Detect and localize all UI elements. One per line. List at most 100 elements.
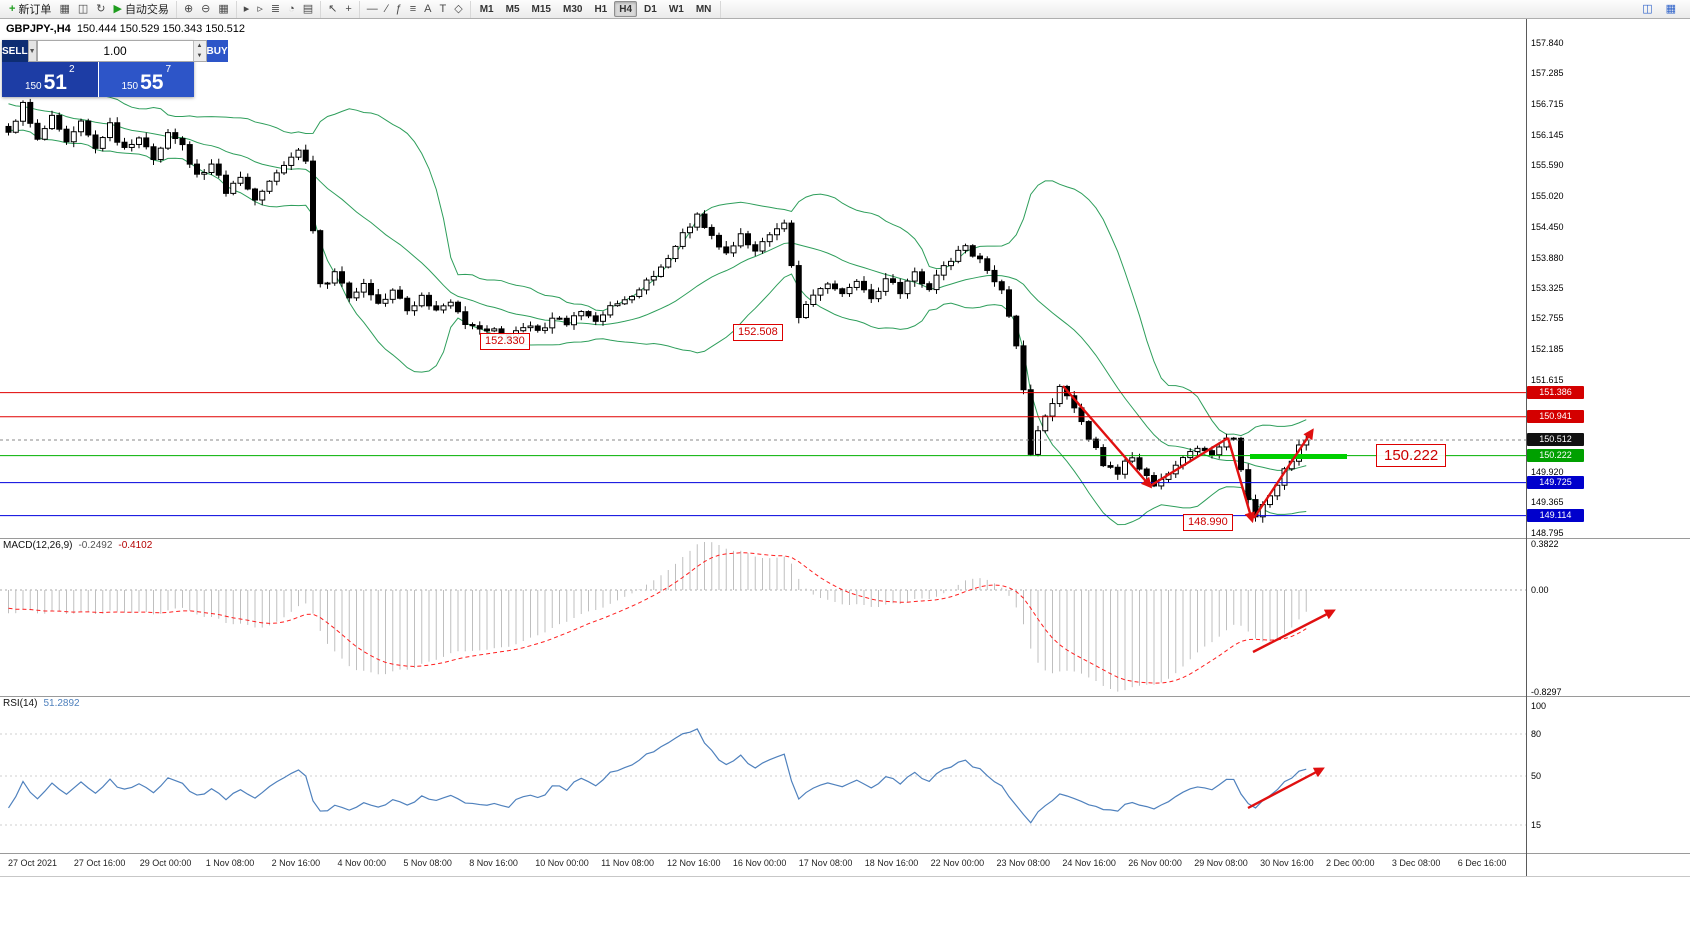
zoom-in-icon[interactable]: ⊕	[180, 1, 197, 17]
price-axis-tick[interactable]: 154.450	[1531, 221, 1564, 232]
price-chart[interactable]	[0, 0, 1690, 876]
macd-indicator-label: MACD(12,26,9) -0.2492 -0.4102	[3, 540, 152, 551]
time-axis-label[interactable]: 6 Dec 16:00	[1457, 858, 1507, 868]
timeframe-m15[interactable]: M15	[531, 4, 551, 15]
text-icon[interactable]: A	[420, 1, 435, 17]
price-axis-separator[interactable]	[1526, 19, 1527, 876]
time-axis-label[interactable]: 22 Nov 00:00	[930, 858, 985, 868]
autotrading-button[interactable]: ▶ 自动交易	[109, 1, 172, 17]
templates-icon[interactable]: ▤	[299, 1, 317, 17]
macd-axis-tick: -0.8297	[1531, 687, 1562, 697]
price-axis-tick[interactable]: 151.615	[1531, 375, 1564, 386]
time-axis-label[interactable]: 23 Nov 08:00	[996, 858, 1051, 868]
price-axis-tick[interactable]: 153.325	[1531, 282, 1564, 293]
price-annotation[interactable]: 150.222	[1376, 444, 1447, 467]
time-axis-label[interactable]: 18 Nov 16:00	[864, 858, 919, 868]
timeframe-w1[interactable]: W1	[668, 4, 684, 15]
price-axis-tick[interactable]: 157.840	[1531, 38, 1564, 48]
timeframe-m5[interactable]: M5	[505, 4, 520, 15]
one-click-trading-panel: SELL ▼ ▲ ▼ BUY 150 51 2 150 55 7	[2, 40, 228, 97]
rsi-name: RSI(14)	[3, 698, 38, 709]
time-axis-label[interactable]: 8 Nov 16:00	[469, 858, 518, 868]
indicators-list-icon[interactable]: ≣	[267, 1, 284, 17]
sell-options-caret-icon[interactable]: ▼	[27, 40, 37, 62]
zoom-out-icon[interactable]: ⊖	[197, 1, 214, 17]
time-axis-label[interactable]: 24 Nov 16:00	[1062, 858, 1116, 868]
price-annotation[interactable]: 152.330	[480, 333, 530, 350]
price-annotation[interactable]: 152.508	[733, 324, 783, 341]
time-axis-label[interactable]: 27 Oct 2021	[8, 858, 58, 868]
horizontal-line-icon[interactable]: —	[363, 1, 382, 17]
price-axis-tick[interactable]: 149.920	[1531, 467, 1564, 478]
price-axis-tick[interactable]: 152.185	[1531, 344, 1564, 355]
timeframe-h4[interactable]: H4	[614, 1, 638, 17]
sell-button[interactable]: SELL	[2, 40, 28, 62]
label-icon[interactable]: T	[436, 1, 451, 17]
trade-widget-controls: SELL ▼ ▲ ▼ BUY	[2, 40, 228, 62]
rsi-panel-separator[interactable]	[0, 696, 1690, 697]
channel-icon-icon: ≡	[409, 3, 417, 15]
autotrading-button-label: 自动交易	[124, 4, 169, 16]
time-axis-label[interactable]: 16 Nov 00:00	[732, 858, 787, 868]
time-axis-label[interactable]: 29 Nov 08:00	[1194, 858, 1248, 868]
indicators-panel-icon[interactable]: ◫	[1638, 1, 1656, 17]
time-axis-label[interactable]: 2 Nov 16:00	[271, 858, 321, 868]
channel-icon[interactable]: ≡	[406, 1, 420, 17]
timeframe-m30[interactable]: M30	[562, 4, 583, 15]
timeframe-h1[interactable]: H1	[594, 4, 608, 15]
tile-windows-icon[interactable]: ▦	[214, 1, 232, 17]
time-axis-label[interactable]: 3 Dec 08:00	[1391, 858, 1441, 868]
data-window-icon[interactable]: ◫	[74, 1, 92, 17]
time-axis-label[interactable]: 26 Nov 00:00	[1128, 858, 1182, 868]
price-axis-tick[interactable]: 155.590	[1531, 159, 1564, 170]
refresh-icon[interactable]: ↻	[92, 1, 109, 17]
time-axis-label[interactable]: 11 Nov 08:00	[601, 858, 654, 868]
market-watch-icon[interactable]: ▦	[1662, 1, 1680, 17]
time-axis-label[interactable]: 10 Nov 00:00	[535, 858, 589, 868]
cursor-icon[interactable]: ↖	[324, 1, 341, 17]
time-axis-label[interactable]: 17 Nov 08:00	[798, 858, 853, 868]
price-annotation[interactable]: 148.990	[1183, 514, 1233, 531]
level-price-tag: 150.941	[1527, 410, 1584, 424]
volume-input[interactable]	[37, 41, 193, 61]
price-axis-tick[interactable]: 148.795	[1531, 527, 1564, 538]
trade-widget-prices: 150 51 2 150 55 7	[2, 62, 194, 97]
volume-up-icon[interactable]: ▲	[193, 41, 206, 51]
new-order-button[interactable]: + 新订单	[5, 1, 55, 17]
trendline-icon[interactable]: ∕	[382, 1, 392, 17]
chart-shift-icon[interactable]: ▹	[253, 1, 267, 17]
price-axis-tick[interactable]: 152.755	[1531, 313, 1564, 324]
time-axis-label[interactable]: 2 Dec 00:00	[1326, 858, 1375, 868]
volume-down-icon[interactable]: ▼	[193, 51, 206, 61]
time-axis-label[interactable]: 1 Nov 08:00	[205, 858, 255, 868]
toolbar: + 新订单 ▦ ◫ ↻ ▶ 自动交易 ⊕ ⊖ ▦ ▸ ▹ ≣ ◔ ▤ ↖ + — ∕ ƒ ≡ A T ◇ M1 M5 M15 M30 H…	[0, 0, 1690, 19]
price-axis-tick[interactable]: 156.715	[1531, 98, 1564, 109]
buy-price[interactable]: 150 55 7	[98, 62, 194, 97]
macd-panel-separator[interactable]	[0, 538, 1690, 539]
chart-window-icon[interactable]: ▦	[55, 1, 73, 17]
price-axis-tick[interactable]: 155.020	[1531, 190, 1564, 201]
price-axis-tick[interactable]: 157.285	[1531, 68, 1564, 79]
shapes-icon[interactable]: ◇	[450, 1, 466, 17]
fibonacci-icon[interactable]: ƒ	[392, 1, 406, 17]
time-axis-label[interactable]: 4 Nov 00:00	[337, 858, 387, 868]
zoom-out-icon-icon: ⊖	[201, 3, 211, 15]
time-axis-label[interactable]: 30 Nov 16:00	[1260, 858, 1314, 868]
period-clock-icon[interactable]: ◔	[284, 1, 299, 17]
crosshair-icon[interactable]: +	[341, 1, 355, 17]
time-axis-label[interactable]: 12 Nov 16:00	[667, 858, 721, 868]
timeframe-d1[interactable]: D1	[644, 4, 657, 15]
timeframe-mn[interactable]: MN	[695, 4, 712, 15]
price-axis-tick[interactable]: 156.145	[1531, 129, 1564, 140]
time-axis-label[interactable]: 27 Oct 16:00	[73, 858, 126, 868]
time-axis-label[interactable]: 5 Nov 08:00	[403, 858, 452, 868]
sell-price[interactable]: 150 51 2	[2, 62, 98, 97]
timeframe-m1[interactable]: M1	[479, 4, 494, 15]
time-axis-label[interactable]: 29 Oct 00:00	[139, 858, 192, 868]
autotrading-icon: ▶	[113, 3, 122, 15]
price-axis-tick[interactable]: 153.880	[1531, 252, 1564, 263]
rsi-axis-tick: 50	[1531, 771, 1542, 781]
price-axis-tick[interactable]: 149.365	[1531, 497, 1564, 508]
buy-button[interactable]: BUY	[206, 40, 228, 62]
auto-scroll-icon[interactable]: ▸	[240, 1, 254, 17]
